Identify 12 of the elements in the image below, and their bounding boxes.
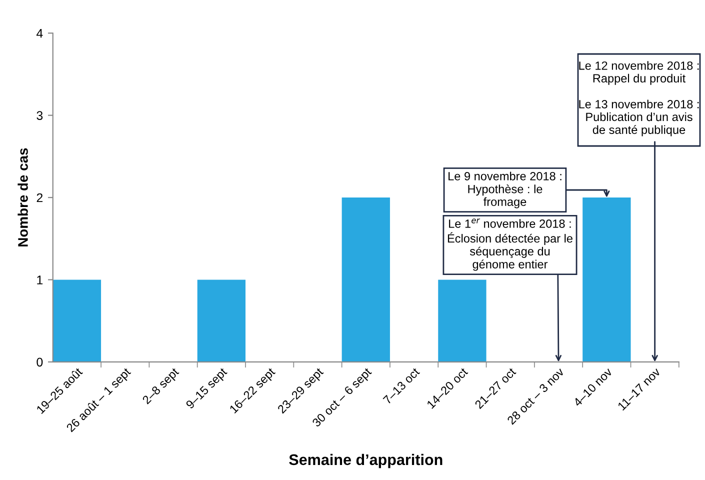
y-tick-label: 3 [36,111,43,120]
y-tick-label: 0 [36,358,43,367]
y-axis-title: Nombre de cas [18,148,28,246]
annotation: Le 13 novembre 2018 : Publication d’un avis de santé publique [579,100,699,136]
annotation: Le 9 novembre 2018 : Hypothèse : le fromage [448,172,562,208]
x-axis-title: Semaine d’apparition [289,454,442,468]
annotation: Le 1$^{er}$ novembre 2018 : Éclosion détectée par le séquençage du génome entier [448,218,572,271]
x-tick-label: 2–8 sept [142,367,181,406]
y-tick-label: 4 [36,29,43,38]
y-tick-label: 2 [36,193,43,202]
annotation: Le 12 novembre 2018 : Rappel du produit [579,61,699,85]
y-tick-label: 1 [37,276,43,284]
